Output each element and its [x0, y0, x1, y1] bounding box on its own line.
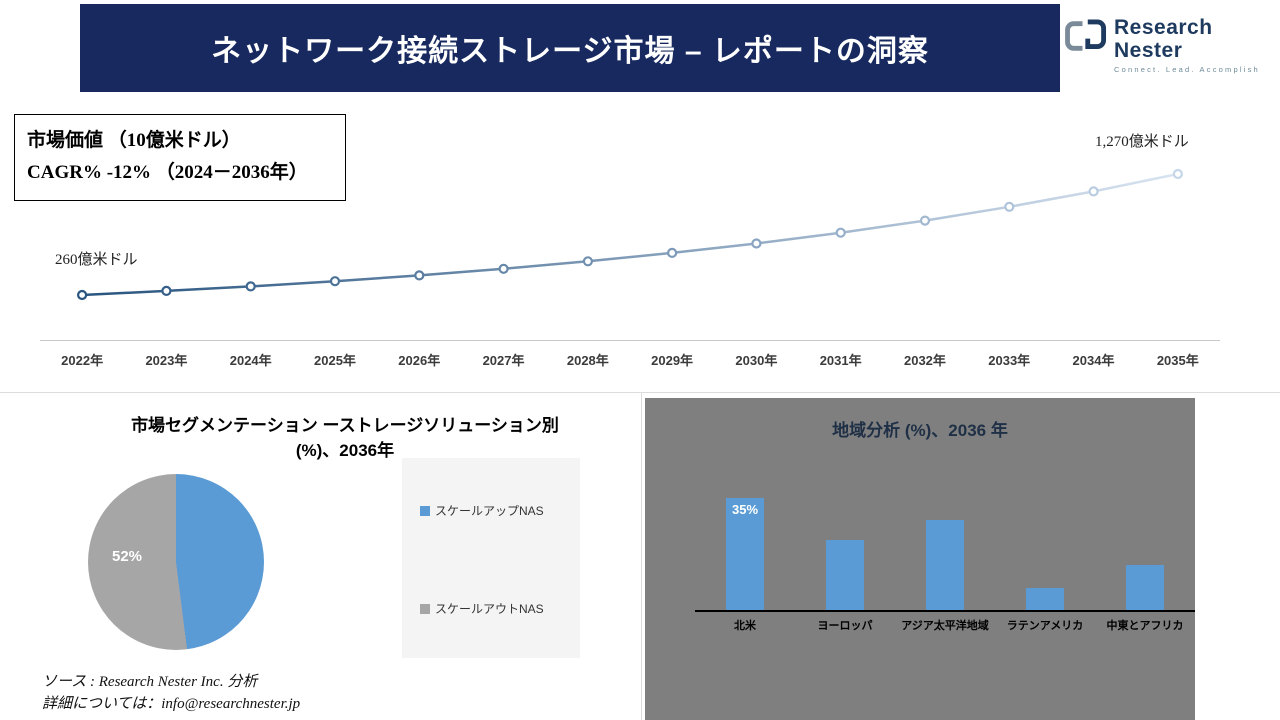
bar-chart-title: 地域分析 (%)、2036 年: [832, 421, 1008, 440]
brand-logo: Research Nester Connect. Lead. Accomplis…: [1064, 16, 1278, 74]
bar-chart: 35% 北米 ヨーロッパ アジア太平洋地域 ラテンアメリカ 中東とアフリカ: [695, 450, 1195, 633]
data-point: [582, 256, 594, 267]
bar-category-label: アジア太平洋地域: [901, 620, 989, 632]
x-axis-label: 2026年: [398, 353, 441, 368]
bar: [826, 539, 864, 610]
bar: [1026, 587, 1064, 610]
x-axis-label: 2023年: [145, 353, 188, 368]
x-axis-label: 2025年: [314, 353, 356, 368]
brand-text: Research Nester Connect. Lead. Accomplis…: [1114, 16, 1278, 74]
x-axis-label: 2032年: [903, 353, 946, 368]
pie-slice-label: 52%: [112, 548, 143, 565]
data-point: [919, 215, 931, 226]
pie-chart-title: 市場セグメンテーション ーストレージソリューション別 (%)、2036年: [131, 416, 559, 460]
data-point: [751, 238, 762, 249]
source-line-2: 詳細については：info@researchnester.jp: [42, 695, 301, 712]
end-value-label: 1,270億米ドル: [1095, 134, 1189, 150]
x-axis-label: 2029年: [651, 353, 694, 368]
data-point: [1172, 168, 1184, 180]
bar-column: 35%: [695, 450, 795, 610]
x-axis-label: 2030年: [735, 353, 778, 368]
data-point: [835, 227, 846, 238]
legend-swatch-icon: [420, 505, 430, 516]
bar: [926, 520, 964, 610]
bar-column: [1095, 450, 1195, 610]
x-axis-label: 2028年: [566, 353, 609, 368]
legend-swatch-icon: [420, 603, 430, 614]
data-point: [414, 270, 425, 281]
logo-mark-icon: [1064, 16, 1108, 56]
bar-column: [795, 450, 895, 610]
header-banner: ネットワーク接続ストレージ市場 – レポートの洞察: [80, 4, 1060, 92]
bar: 35%: [726, 498, 764, 610]
legend-label: スケールアップNAS: [435, 504, 544, 518]
legend-label: スケールアウトNAS: [435, 602, 544, 616]
bar-category-label: ヨーロッパ: [817, 620, 873, 632]
x-axis-label: 2027年: [482, 353, 525, 368]
x-axis-label: 2035年: [1156, 353, 1199, 368]
data-point: [1088, 186, 1099, 197]
legend-item: スケールアウトNAS: [420, 600, 544, 617]
legend-item: スケールアップNAS: [420, 502, 544, 519]
bar-category-label: 北米: [734, 620, 756, 632]
x-axis-label: 2031年: [819, 353, 862, 368]
vertical-divider: [641, 392, 642, 720]
pie-legend: スケールアップNAS スケールアウトNAS: [402, 458, 580, 658]
source-note: ソース : Research Nester Inc. 分析 詳細については：in…: [42, 672, 300, 716]
market-value-label: 市場価値 （10億米ドル）: [27, 130, 241, 151]
brand-name: Research Nester: [1114, 16, 1213, 63]
bar-column: [895, 450, 995, 610]
x-axis-label: 2033年: [988, 353, 1031, 368]
x-axis-label: 2034年: [1072, 353, 1115, 368]
x-axis-label: 2024年: [229, 353, 272, 368]
trend-line: [82, 172, 1179, 297]
data-point: [161, 285, 172, 296]
data-point: [329, 276, 341, 287]
start-value-label: 260億米ドル: [55, 252, 138, 268]
bar: [1126, 565, 1164, 610]
data-point: [76, 289, 88, 301]
horizontal-divider: [0, 392, 1280, 393]
data-point: [498, 263, 509, 274]
bar-category-label: ラテンアメリカ: [1006, 620, 1084, 632]
bar-column: [995, 450, 1095, 610]
x-axis-label: 2022年: [61, 353, 104, 368]
bar-category-label: 中東とアフリカ: [1106, 620, 1184, 632]
bar-category-axis: 北米 ヨーロッパ アジア太平洋地域 ラテンアメリカ 中東とアフリカ: [695, 620, 1195, 633]
pie-chart: 52%: [88, 474, 264, 650]
data-point: [666, 247, 678, 258]
brand-tagline: Connect. Lead. Accomplish: [1114, 65, 1260, 75]
source-line-1: ソース : Research Nester Inc. 分析: [42, 674, 258, 690]
data-point: [245, 281, 256, 292]
page-title: ネットワーク接続ストレージ市場 – レポートの洞察: [211, 35, 929, 68]
x-axis: 2022年 2023年 2024年 2025年 2026年 2027年 2028年 2029年…: [40, 340, 1220, 369]
bar-chart-panel: 地域分析 (%)、2036 年 35% 北米 ヨーロッパ アジア太平洋地域 ラテンアメ…: [645, 398, 1195, 720]
data-point: [1004, 201, 1015, 212]
market-value-box: 市場価値 （10億米ドル） CAGR% -12% （2024－2036年）: [14, 114, 346, 201]
line-chart: [76, 168, 1184, 301]
bar-value-label: 35%: [731, 502, 759, 517]
cagr-label: CAGR% -12% （2024－2036年）: [27, 162, 308, 184]
x-axis-line: [695, 610, 1195, 612]
